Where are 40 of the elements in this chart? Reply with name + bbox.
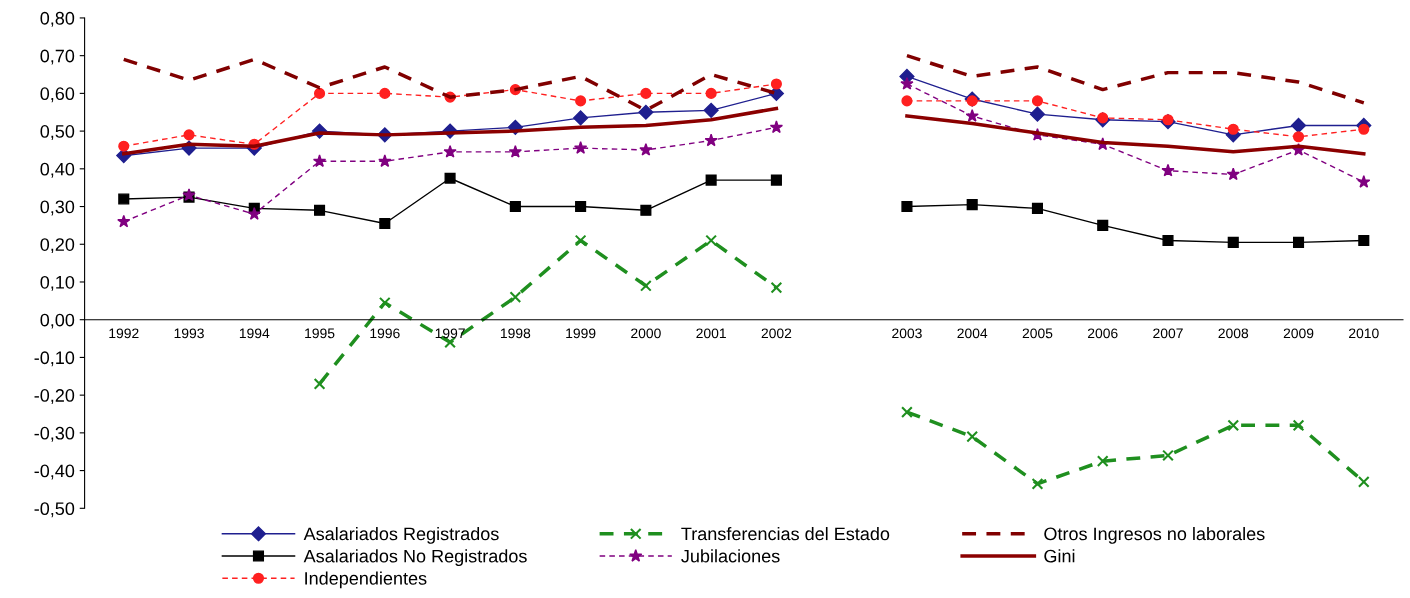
y-tick-label: -0,10 [34, 351, 75, 367]
legend-label: Asalariados No Registrados [303, 549, 527, 567]
y-tick-label: 0,50 [40, 125, 75, 140]
x-tick-label: 1999 [566, 328, 596, 339]
x-tick-label: 2001 [696, 328, 726, 339]
x-tick-label: 2005 [1022, 328, 1053, 339]
y-tick-label: 0,80 [40, 11, 75, 27]
y-tick-label: 0,70 [40, 49, 75, 65]
legend-label: Independientes [305, 571, 427, 589]
x-tick-label: 2008 [1218, 328, 1249, 339]
y-tick-label: 0,60 [40, 87, 75, 103]
x-tick-label: 2007 [1153, 328, 1183, 339]
legend-label: Jubilaciones [681, 549, 780, 563]
x-tick-label: 1994 [239, 328, 270, 339]
x-tick-label: 1993 [174, 328, 204, 339]
x-tick-label: 1996 [370, 328, 400, 339]
x-tick-label: 1992 [109, 328, 139, 339]
x-tick-label: 1995 [305, 328, 335, 339]
legend-label: Transferencias del Estado [681, 527, 890, 541]
x-tick-label: 1998 [500, 328, 531, 339]
x-tick-label: 2000 [631, 328, 661, 339]
y-tick-label: 0,20 [40, 238, 75, 254]
x-tick-label: 2010 [1349, 328, 1379, 339]
y-tick-label: 0,40 [40, 162, 75, 178]
x-tick-label: 2006 [1087, 328, 1118, 339]
y-tick-label: 0,30 [40, 200, 75, 216]
y-tick-label: -0,20 [34, 389, 75, 404]
x-tick-label: 2004 [957, 328, 988, 339]
legend-label: Asalariados Registrados [303, 527, 499, 544]
y-tick-label: -0,40 [34, 464, 75, 480]
legend-label: Gini [1044, 549, 1075, 563]
y-tick-label: 0,00 [40, 313, 75, 329]
x-tick-label: 1997 [435, 328, 465, 339]
x-tick-label: 2009 [1283, 328, 1314, 339]
legend-label: Otros Ingresos no laborales [1044, 527, 1265, 544]
y-tick-label: -0,50 [34, 502, 75, 518]
x-tick-label: 2003 [892, 328, 922, 339]
y-tick-label: -0,30 [34, 426, 75, 442]
x-tick-label: 2002 [761, 328, 792, 339]
y-tick-label: 0,10 [40, 275, 75, 291]
